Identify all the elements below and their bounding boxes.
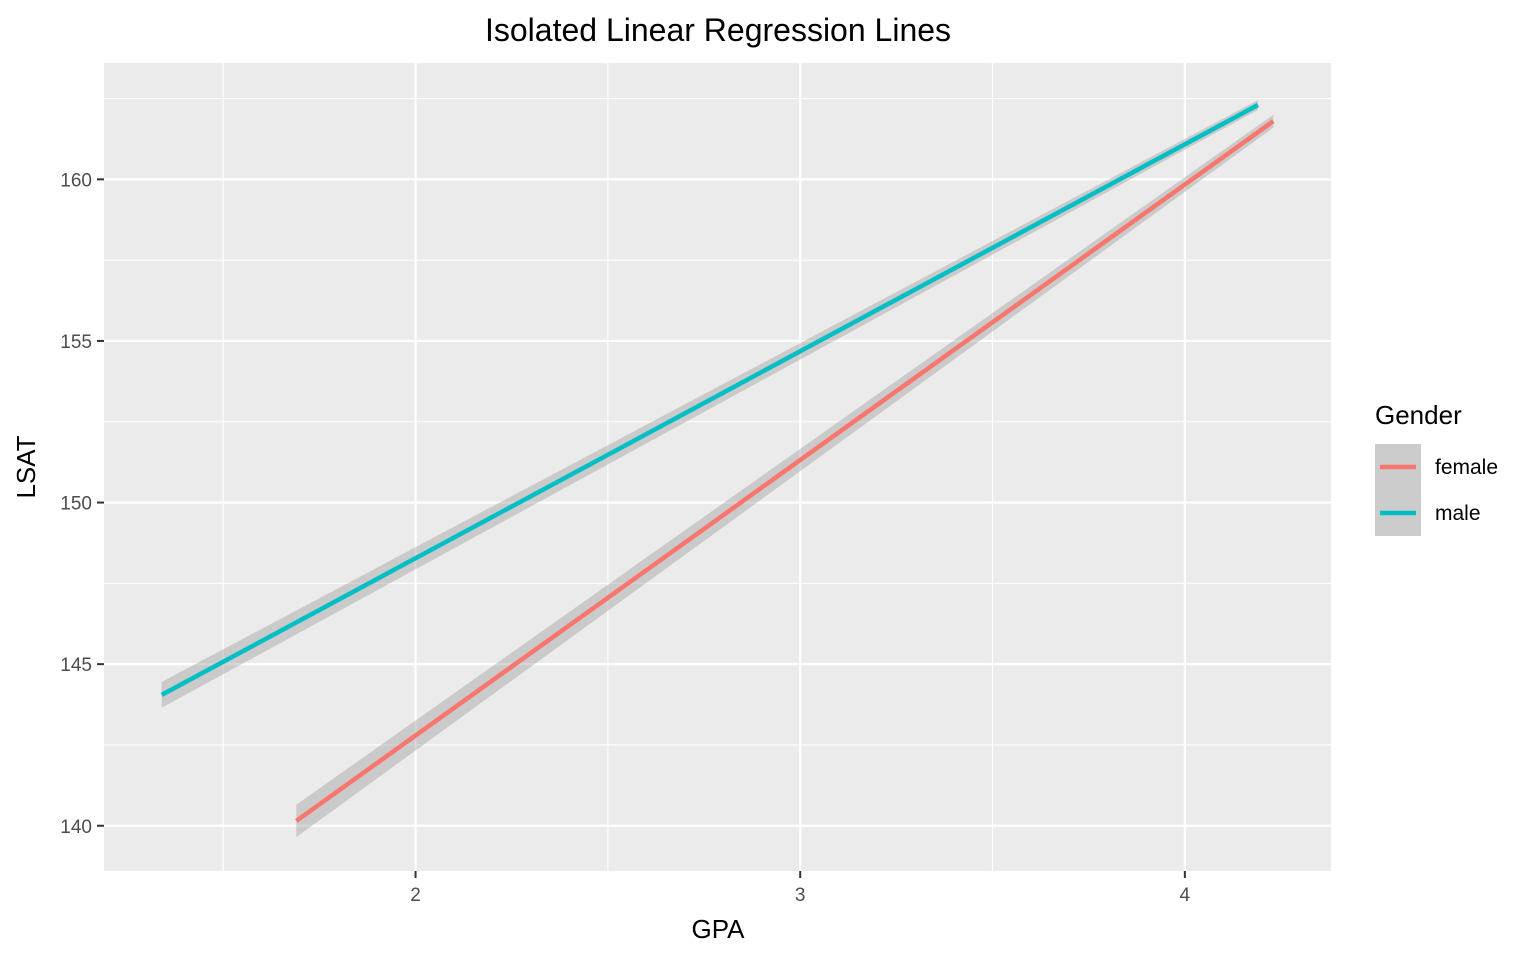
y-tick-label: 155 xyxy=(60,332,92,353)
major-gridlines xyxy=(104,63,1331,871)
legend-label-female: female xyxy=(1435,456,1498,479)
y-tick-label: 140 xyxy=(60,817,92,838)
regression-line-female xyxy=(295,119,1275,823)
regression-line-male xyxy=(160,103,1259,697)
y-axis-title: LSAT xyxy=(11,435,41,498)
y-tick-label: 145 xyxy=(60,655,92,676)
x-tick-label: 2 xyxy=(410,885,421,906)
x-axis-title: GPA xyxy=(692,914,746,944)
x-tick-label: 3 xyxy=(795,885,806,906)
y-tick-label: 150 xyxy=(60,494,92,515)
x-tick-label: 4 xyxy=(1180,885,1191,906)
regression-lines xyxy=(160,103,1275,823)
minor-gridlines xyxy=(104,63,1331,871)
chart-title: Isolated Linear Regression Lines xyxy=(485,12,951,48)
legend-title: Gender xyxy=(1375,400,1462,430)
legend-label-male: male xyxy=(1435,502,1481,525)
y-tick-label: 160 xyxy=(60,170,92,191)
plot-panel xyxy=(104,63,1331,871)
x-axis: 2 3 4 xyxy=(410,871,1191,906)
legend: Gender female male xyxy=(1375,400,1498,536)
y-axis: 140 145 150 155 160 xyxy=(60,170,104,838)
